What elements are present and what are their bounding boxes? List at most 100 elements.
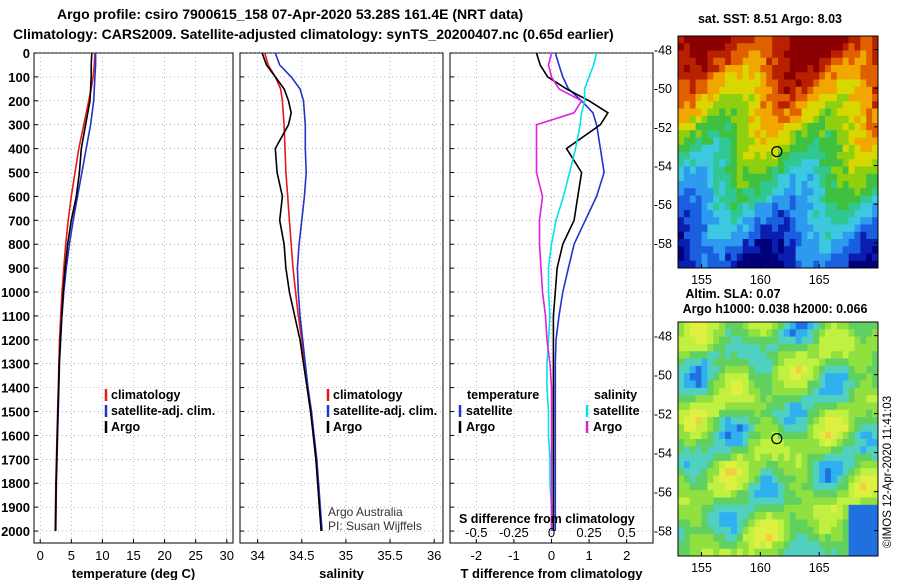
map-cell — [795, 336, 802, 345]
map-cell — [736, 460, 743, 469]
map-cell — [778, 380, 785, 389]
map-cell — [730, 239, 738, 247]
map-cell — [813, 373, 820, 381]
map-cell — [860, 202, 867, 211]
map-cell — [872, 490, 879, 498]
map-cell — [707, 173, 714, 182]
map-cell — [795, 497, 802, 506]
map-cell — [860, 231, 867, 240]
map-cell — [678, 402, 685, 411]
map-cell — [748, 329, 755, 337]
map-cell — [701, 181, 708, 189]
map-cell — [819, 239, 826, 247]
map-cell — [760, 195, 767, 204]
map-cell — [766, 329, 773, 337]
map-cell — [730, 490, 738, 498]
map-cell — [801, 453, 808, 462]
map-cell — [719, 490, 726, 498]
map-cell — [772, 482, 779, 491]
map-cell — [760, 57, 767, 66]
map-cell — [748, 380, 755, 389]
map-cell — [719, 409, 726, 418]
map-cell — [842, 322, 849, 330]
map-cell — [860, 351, 867, 359]
map-cell — [836, 468, 843, 476]
map-cell — [772, 108, 779, 117]
map-cell — [713, 231, 720, 240]
map-cell — [783, 144, 791, 153]
map-cell — [854, 482, 861, 491]
map-cell — [689, 181, 696, 189]
map-cell — [766, 446, 773, 454]
map-cell — [707, 86, 714, 95]
map-cell — [801, 446, 808, 454]
map-cell — [813, 173, 820, 182]
map-cell — [854, 358, 861, 367]
map-cell — [725, 365, 732, 374]
map-cell — [866, 86, 873, 95]
map-cell — [872, 144, 879, 153]
map-cell — [813, 453, 820, 462]
map-cell — [807, 101, 814, 109]
map-cell — [730, 101, 738, 109]
map-cell — [695, 144, 702, 153]
map-cell — [789, 144, 796, 153]
map-cell — [789, 512, 796, 520]
map-cell — [748, 497, 755, 506]
map-cell — [760, 460, 767, 469]
map-cell — [795, 57, 802, 66]
map-cell — [836, 482, 843, 491]
map-cell — [760, 181, 767, 189]
map-cell — [813, 475, 820, 484]
map-cell — [872, 395, 879, 403]
map-cell — [848, 431, 855, 440]
map-cell — [725, 490, 732, 498]
map-cell — [789, 490, 796, 498]
map-cell — [819, 217, 826, 225]
map-cell — [783, 343, 791, 352]
map-cell — [748, 210, 755, 218]
depth-tick-label: 900 — [8, 261, 30, 276]
map-y-tick-label: -50 — [654, 82, 672, 96]
map-cell — [825, 173, 832, 182]
map-cell — [778, 152, 785, 160]
map-cell — [789, 526, 796, 535]
map-cell — [730, 86, 738, 95]
map-cell — [719, 541, 726, 549]
map-cell — [819, 541, 826, 549]
map-cell — [801, 115, 808, 124]
map-cell — [678, 424, 685, 432]
map-cell — [683, 115, 691, 124]
map-cell — [836, 217, 843, 225]
map-cell — [783, 490, 791, 498]
map-cell — [736, 123, 743, 131]
map-cell — [754, 526, 761, 535]
map-cell — [713, 173, 720, 182]
map-cell — [772, 260, 779, 269]
map-cell — [772, 137, 779, 146]
map-cell — [842, 65, 849, 73]
depth-tick-label: 1300 — [1, 357, 30, 372]
map-cell — [772, 402, 779, 411]
map-cell — [854, 79, 861, 88]
s-tick-label: 0.5 — [618, 525, 636, 540]
map-cell — [801, 173, 808, 182]
map-cell — [836, 181, 843, 189]
map-cell — [760, 123, 767, 131]
map-cell — [707, 115, 714, 124]
map-cell — [736, 231, 743, 240]
map-cell — [789, 343, 796, 352]
map-cell — [854, 210, 861, 218]
map-cell — [730, 453, 738, 462]
map-cell — [795, 424, 802, 432]
depth-tick-label: 1800 — [1, 476, 30, 491]
map-cell — [772, 336, 779, 345]
map-cell — [830, 144, 838, 153]
map-cell — [783, 329, 791, 337]
map-cell — [825, 195, 832, 204]
map-cell — [725, 217, 732, 225]
map-cell — [713, 239, 720, 247]
map-cell — [683, 409, 691, 418]
map-cell — [730, 253, 738, 262]
map-cell — [683, 195, 691, 204]
